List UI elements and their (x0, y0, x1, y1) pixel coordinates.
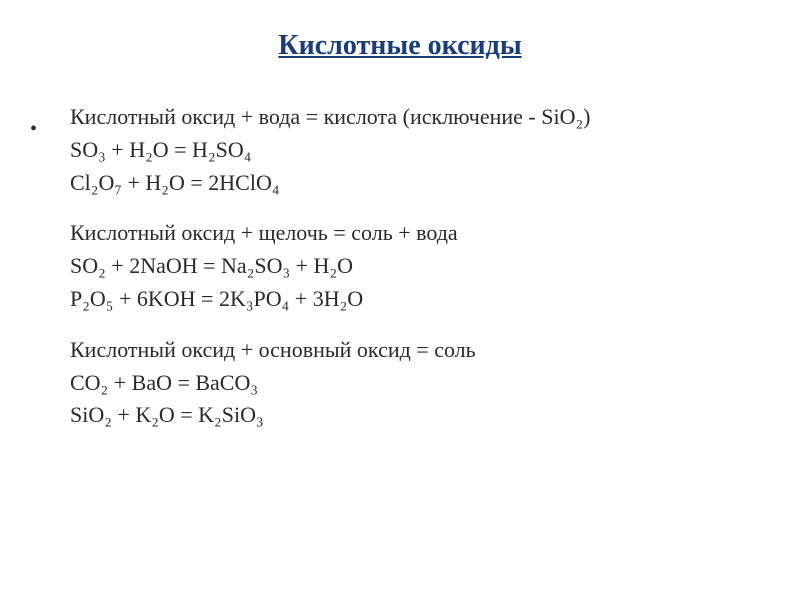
rule-text: Кислотный оксид + основный оксид = соль (70, 335, 760, 366)
page-title: Кислотные оксиды (40, 30, 760, 62)
rule-text: Кислотный оксид + щелочь = соль + вода (70, 218, 760, 249)
reaction-equation: SO₂ + 2NaOH = Na₂SO₃ + H₂O (70, 251, 760, 282)
reaction-equation: Cl₂O₇ + H₂O = 2HClO₄ (70, 168, 760, 199)
content-body: Кислотный оксид + вода = кислота (исключ… (40, 102, 760, 431)
reaction-block-1: Кислотный оксид + вода = кислота (исключ… (70, 102, 760, 198)
reaction-block-3: Кислотный оксид + основный оксид = соль … (70, 335, 760, 431)
reaction-equation: SiO₂ + K₂O = K₂SiO₃ (70, 400, 760, 431)
reaction-equation: SO₃ + H₂O = H₂SO₄ (70, 135, 760, 166)
reaction-equation: P₂O₅ + 6KOH = 2K₃PO₄ + 3H₂O (70, 284, 760, 315)
reaction-equation: CO₂ + BaO = BaCO₃ (70, 368, 760, 399)
bullet-point: • (30, 118, 37, 141)
reaction-block-2: Кислотный оксид + щелочь = соль + вода S… (70, 218, 760, 314)
rule-text: Кислотный оксид + вода = кислота (исключ… (70, 102, 760, 133)
